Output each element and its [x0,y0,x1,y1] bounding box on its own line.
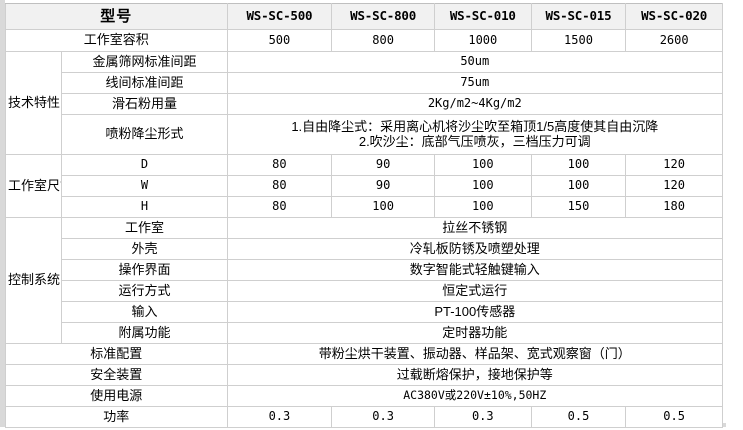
cell-input-sensor-value: PT-100传感器 [226,301,724,323]
cell-dimension-d-010: 100 [433,154,532,176]
cell-dimension-d-020: 120 [625,154,723,176]
cell-auxiliary-function-value: 定时器功能 [226,322,724,344]
cell-chamber-volume-020: 2600 [625,29,723,52]
product-specification-table: 型号 WS-SC-500 WS-SC-800 WS-SC-010 WS-SC-0… [4,3,724,428]
header-model-ws-sc-800: WS-SC-800 [331,3,435,30]
table-row-operation-interface: 操作界面 数字智能式轻触键输入 [6,259,724,281]
table-row-line-spacing: 线间标准间距 75um [6,72,724,94]
cell-dimension-h-500: 80 [226,196,333,218]
cell-chamber-volume-010: 1000 [433,29,532,52]
dust-spray-mode-line-2: 2.吹沙尘：底部气压喷灰，三档压力可调 [358,133,591,149]
row-label-dimension-w: W [61,175,228,197]
table-row-talc-quantity: 滑石粉用量 2Kg/m2~4Kg/m2 [6,93,724,115]
row-label-standard-configuration: 标准配置 [5,343,228,365]
cell-power-rating-015: 0.5 [530,406,627,428]
table-row-power-rating: 功率 0.3 0.3 0.3 0.5 0.5 [5,406,723,428]
row-label-dust-spray-mode: 喷粉降尘形式 [61,114,228,155]
cell-dimension-d-500: 80 [226,154,333,176]
group-label-technical-features: 技术特性 [4,51,63,155]
row-label-auxiliary-function: 附属功能 [61,322,228,344]
row-label-operation-mode: 运行方式 [61,280,228,302]
row-label-chamber-volume: 工作室容积 [5,29,228,52]
cell-dimension-w-015: 100 [530,175,627,197]
cell-chamber-volume-500: 500 [226,29,333,52]
cell-dimension-w-500: 80 [226,175,333,197]
cell-power-rating-800: 0.3 [331,406,435,428]
header-model-ws-sc-010: WS-SC-010 [433,3,532,30]
header-model-label: 型号 [5,3,228,30]
row-label-shell-material: 外壳 [61,238,228,260]
table-header-row: 型号 WS-SC-500 WS-SC-800 WS-SC-010 WS-SC-0… [5,3,723,30]
cell-chamber-volume-015: 1500 [530,29,627,52]
cell-power-rating-010: 0.3 [433,406,532,428]
cell-dimension-h-015: 150 [530,196,627,218]
row-label-operation-interface: 操作界面 [61,259,228,281]
header-model-ws-sc-015: WS-SC-015 [530,3,627,30]
row-label-input-sensor: 输入 [61,301,228,323]
row-label-dimension-d: D [61,154,228,176]
table-row-dimension-w: W 80 90 100 100 120 [6,175,723,197]
table-row-shell-material: 外壳 冷轧板防锈及喷塑处理 [6,238,724,260]
row-label-power-rating: 功率 [5,406,228,428]
table-row-chamber-material: 控制系统 工作室 拉丝不锈钢 [4,217,724,344]
cell-dimension-w-800: 90 [331,175,435,197]
cell-dust-spray-mode-value: 1.自由降尘式：采用离心机将沙尘吹至箱顶1/5高度使其自由沉降 2.吹沙尘：底部… [226,114,724,155]
cell-dimension-h-800: 100 [331,196,435,218]
cell-shell-material-value: 冷轧板防锈及喷塑处理 [226,238,724,260]
table-row-operation-mode: 运行方式 恒定式运行 [6,280,724,302]
table-row-input-sensor: 输入 PT-100传感器 [6,301,724,323]
cell-dimension-w-010: 100 [433,175,532,197]
table-row-dimension-d: 工作室尺寸 D 80 90 100 100 120 [4,154,723,218]
cell-chamber-volume-800: 800 [331,29,435,52]
row-label-line-spacing: 线间标准间距 [61,72,228,94]
cell-dimension-h-020: 180 [625,196,723,218]
table-row-mesh-spacing: 技术特性 金属筛网标准间距 50um [4,51,724,155]
table-row-power-supply: 使用电源 AC380V或220V±10%,50HZ [5,385,724,407]
row-label-safety-device: 安全装置 [5,364,228,386]
cell-dimension-h-010: 100 [433,196,532,218]
row-label-dimension-h: H [61,196,228,218]
cell-operation-mode-value: 恒定式运行 [226,280,724,302]
row-label-talc-quantity: 滑石粉用量 [61,93,228,115]
table-row-standard-configuration: 标准配置 带粉尘烘干装置、振动器、样品架、宽式观察窗（门） [5,343,724,365]
group-label-chamber-dimensions: 工作室尺寸 [4,154,63,218]
cell-mesh-spacing-value: 50um [226,51,724,73]
table-row-dimension-h: H 80 100 100 150 180 [6,196,723,218]
cell-line-spacing-value: 75um [226,72,724,94]
cell-dimension-d-800: 90 [331,154,435,176]
dust-spray-mode-line-1: 1.自由降尘式：采用离心机将沙尘吹至箱顶1/5高度使其自由沉降 [291,118,659,134]
table-row-safety-device: 安全装置 过载断熔保护，接地保护等 [5,364,724,386]
cell-talc-quantity-value: 2Kg/m2~4Kg/m2 [226,93,724,115]
cell-power-rating-020: 0.5 [625,406,723,428]
header-model-ws-sc-020: WS-SC-020 [625,3,723,30]
row-label-chamber-material: 工作室 [61,217,228,239]
cell-safety-device-value: 过载断熔保护，接地保护等 [226,364,724,386]
cell-power-rating-500: 0.3 [226,406,333,428]
row-label-mesh-spacing: 金属筛网标准间距 [61,51,228,73]
group-label-control-system: 控制系统 [4,217,63,344]
cell-standard-configuration-value: 带粉尘烘干装置、振动器、样品架、宽式观察窗（门） [226,343,724,365]
cell-chamber-material-value: 拉丝不锈钢 [226,217,724,239]
cell-power-supply-value: AC380V或220V±10%,50HZ [226,385,724,407]
cell-dimension-w-020: 120 [625,175,723,197]
cell-operation-interface-value: 数字智能式轻触键输入 [226,259,724,281]
header-model-ws-sc-500: WS-SC-500 [226,3,333,30]
row-label-power-supply: 使用电源 [5,385,228,407]
table-row-chamber-volume: 工作室容积 500 800 1000 1500 2600 [5,29,723,52]
cell-dimension-d-015: 100 [530,154,627,176]
table-row-auxiliary-function: 附属功能 定时器功能 [6,322,724,344]
table-row-dust-spray-mode: 喷粉降尘形式 1.自由降尘式：采用离心机将沙尘吹至箱顶1/5高度使其自由沉降 2… [6,114,724,155]
